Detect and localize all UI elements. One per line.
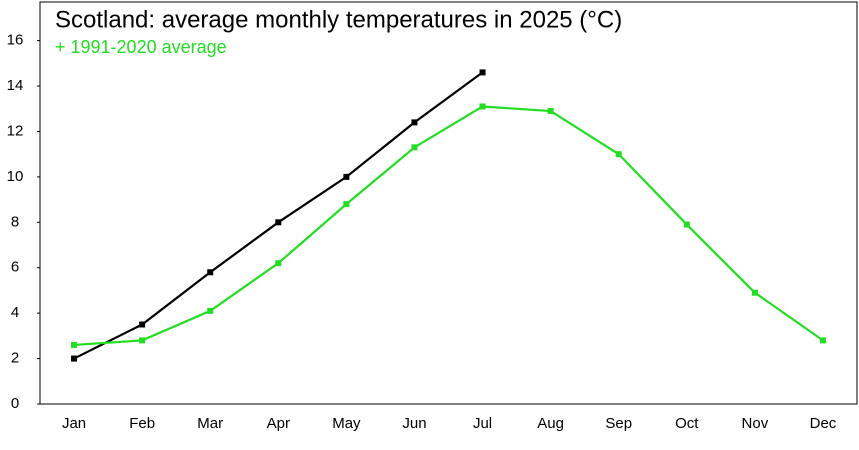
- x-tick-label: Oct: [675, 415, 699, 432]
- x-tick-label: Nov: [742, 415, 769, 432]
- point-marker: [411, 119, 418, 126]
- x-tick-label: Jul: [473, 415, 492, 432]
- chart-subtitle: + 1991-2020 average: [55, 37, 227, 57]
- point-marker: [751, 289, 758, 296]
- y-tick-label: 10: [7, 168, 24, 185]
- point-marker: [71, 355, 78, 362]
- y-tick-label: 14: [7, 77, 24, 94]
- point-marker: [275, 260, 282, 267]
- series-line: [73, 71, 484, 360]
- y-tick-label: 0: [11, 395, 19, 412]
- x-tick-label: Aug: [537, 415, 564, 432]
- point-marker: [275, 219, 282, 226]
- x-tick-label: Mar: [197, 415, 223, 432]
- x-tick-label: Jan: [62, 415, 86, 432]
- y-tick-label: 8: [11, 213, 19, 230]
- point-marker: [343, 173, 350, 180]
- y-tick-label: 4: [11, 304, 19, 321]
- y-tick-label: 16: [7, 32, 24, 49]
- point-marker: [411, 144, 418, 151]
- x-tick-label: Jun: [402, 415, 426, 432]
- point-marker: [207, 269, 214, 276]
- x-tick-label: May: [332, 415, 361, 432]
- point-marker: [683, 221, 690, 228]
- chart-title: Scotland: average monthly temperatures i…: [55, 6, 622, 33]
- point-marker: [139, 321, 146, 328]
- plot-frame: [39, 1, 858, 405]
- point-marker: [819, 337, 826, 344]
- x-tick-label: Feb: [129, 415, 155, 432]
- point-marker: [479, 69, 486, 76]
- point-marker: [615, 151, 622, 158]
- y-tick-label: 2: [11, 350, 19, 367]
- point-marker: [139, 337, 146, 344]
- y-tick-label: 6: [11, 259, 19, 276]
- series-line: [73, 105, 824, 347]
- x-tick-label: Apr: [267, 415, 290, 432]
- point-marker: [343, 201, 350, 208]
- point-marker: [547, 108, 554, 115]
- x-tick-label: Dec: [810, 415, 837, 432]
- point-marker: [71, 341, 78, 348]
- point-marker: [207, 307, 214, 314]
- x-tick-label: Sep: [605, 415, 632, 432]
- y-tick-label: 12: [7, 122, 24, 139]
- point-marker: [479, 103, 486, 110]
